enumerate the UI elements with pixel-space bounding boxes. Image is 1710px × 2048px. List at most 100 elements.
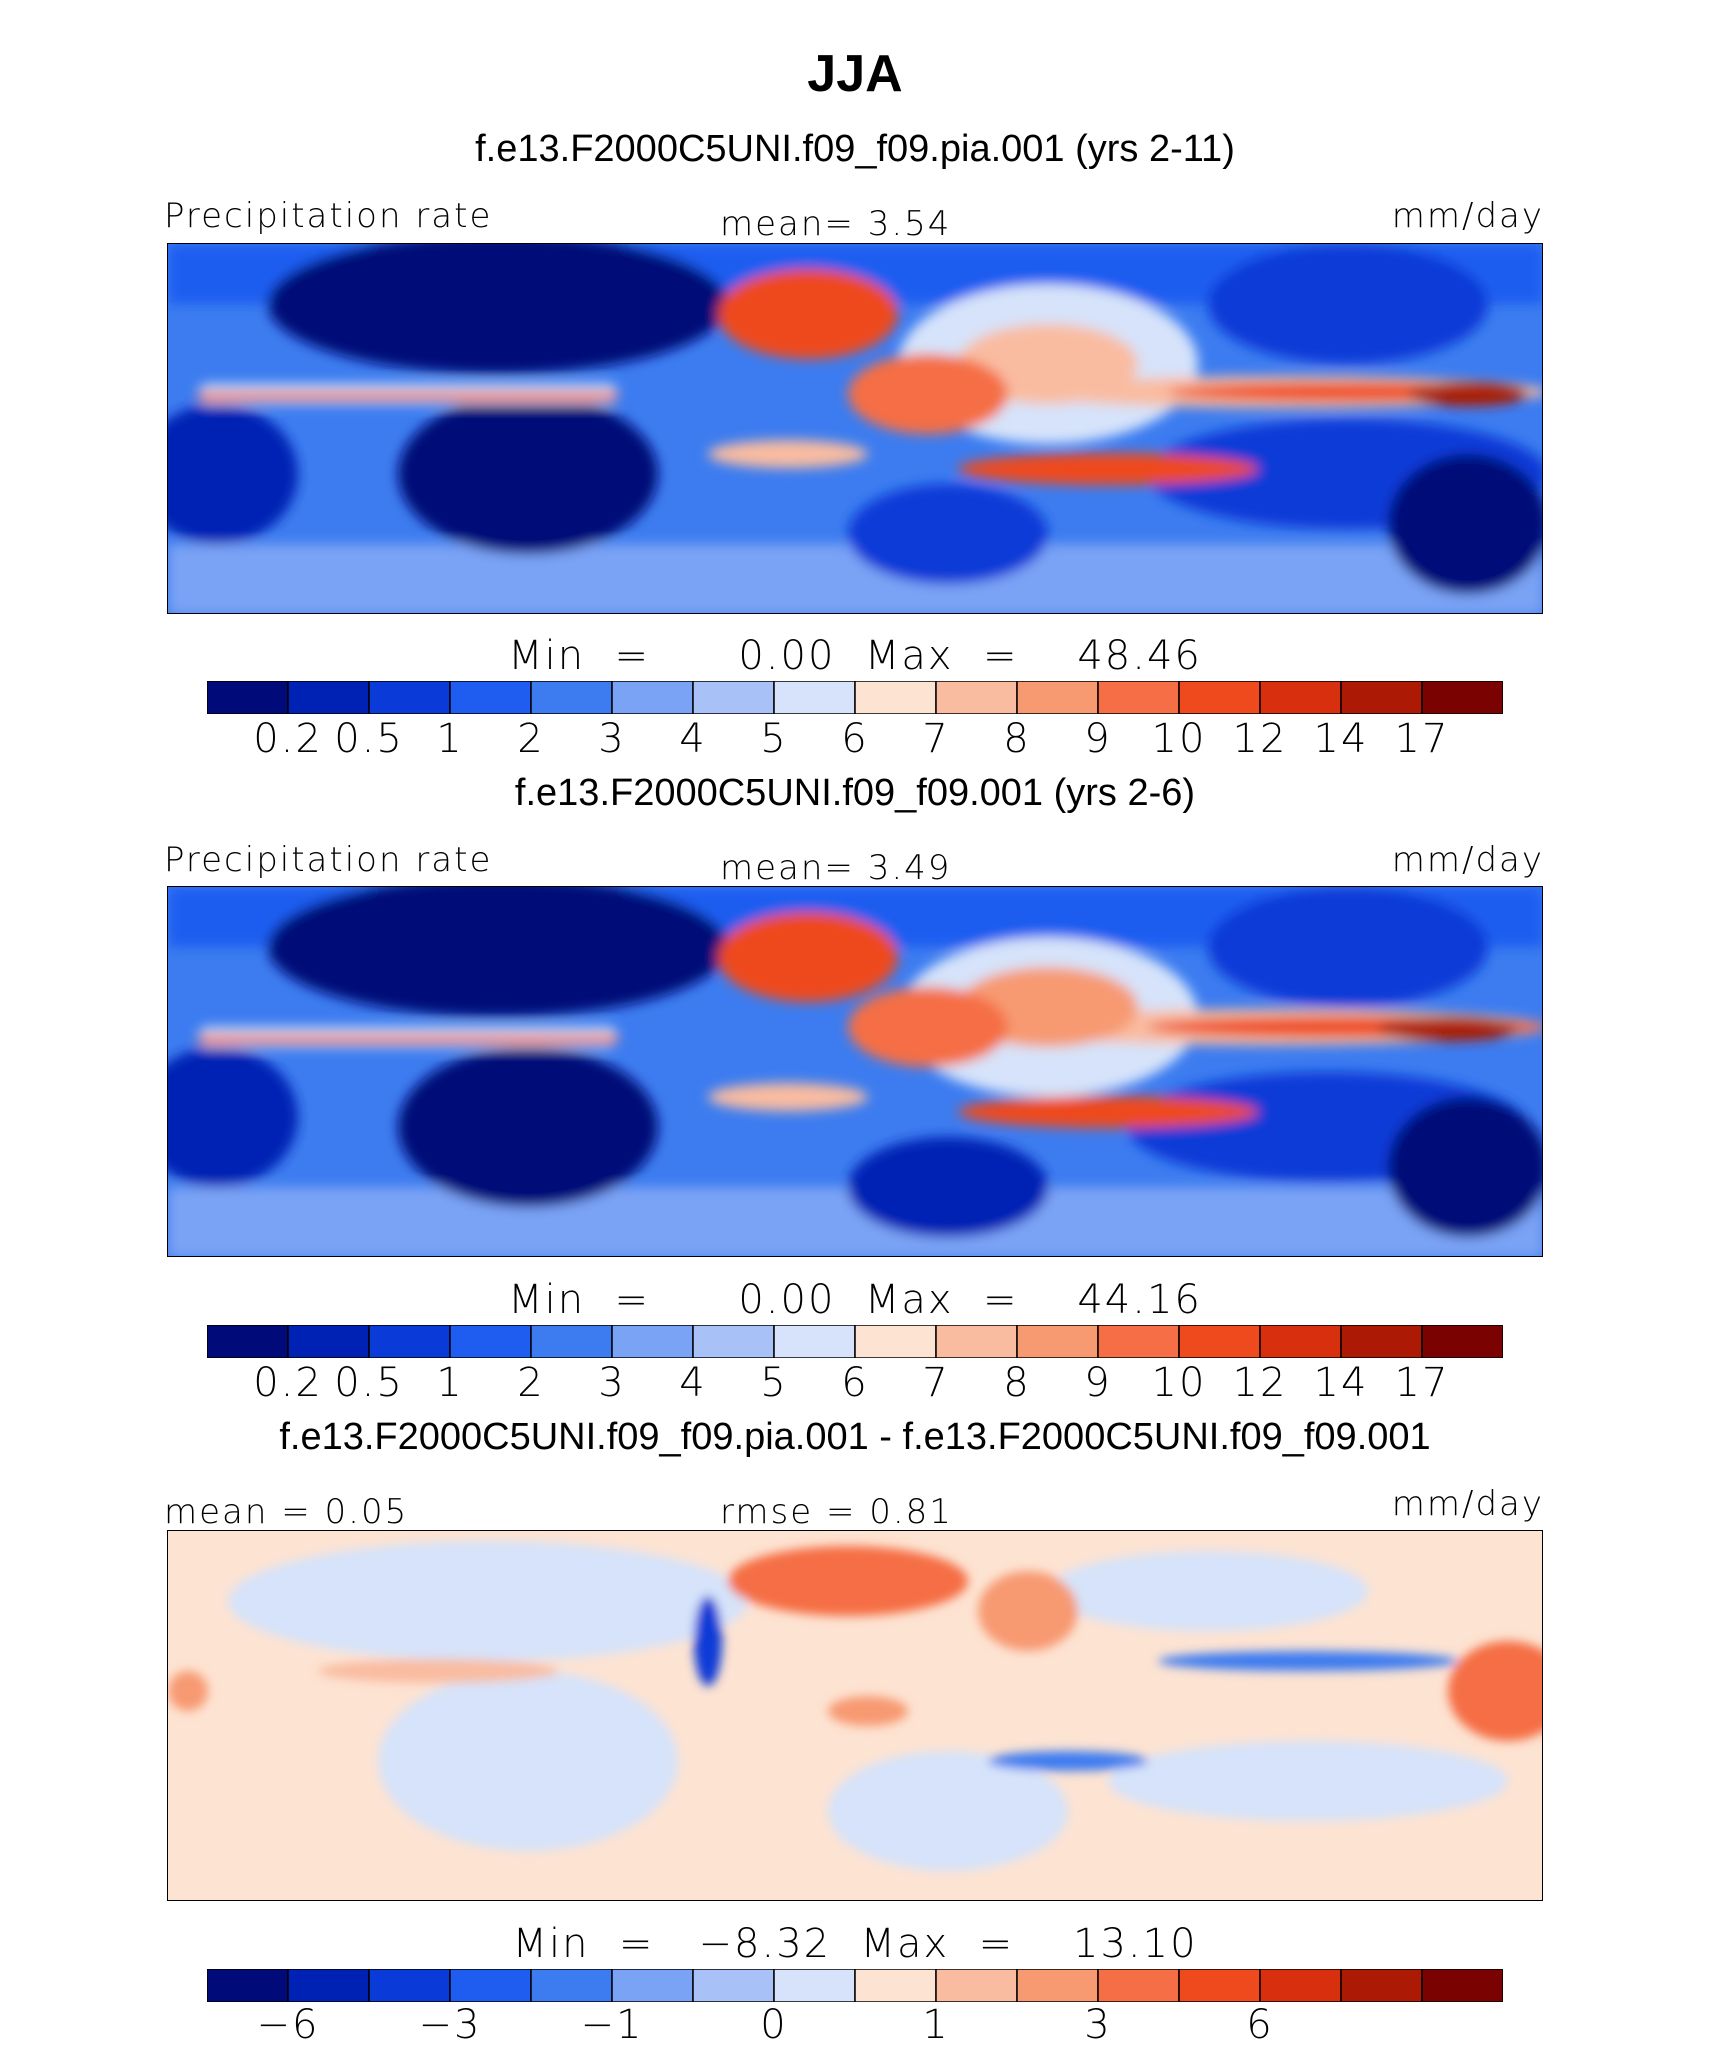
colorbar-box (692, 681, 775, 714)
panel-3-subtitle: f.e13.F2000C5UNI.f09_f09.pia.001 - f.e13… (279, 1416, 1431, 1458)
colorbar-box (368, 1325, 451, 1358)
panel-1-variable-label: Precipitation rate (164, 196, 493, 236)
colorbar-box (611, 1969, 694, 2002)
panel-3-colorbar-ticks: −6 −3 −1 0 1 3 6 (207, 2002, 1503, 2048)
colorbar-tick-label: 0.2 (253, 716, 323, 762)
colorbar-tick-label: 3 (1084, 2002, 1112, 2048)
colorbar-box (287, 681, 370, 714)
colorbar-tick-label: 10 (1151, 716, 1207, 762)
colorbar-tick-label: 1 (922, 2002, 950, 2048)
colorbar-tick-label: 5 (760, 716, 788, 762)
panel-1-units-label: mm/day (1391, 196, 1544, 236)
colorbar-tick-label: 7 (922, 716, 950, 762)
panel-1-minmax: Min = 0.00 Max = 48.46 (508, 633, 1202, 679)
colorbar-box (611, 681, 694, 714)
colorbar-tick-label: 6 (841, 716, 869, 762)
colorbar-box (692, 1325, 775, 1358)
colorbar-box (287, 1969, 370, 2002)
panel-3-rmse-label: rmse = 0.81 (720, 1492, 953, 1532)
colorbar-box (1340, 1969, 1423, 2002)
colorbar-box (1097, 1325, 1180, 1358)
season-title: JJA (807, 45, 903, 103)
colorbar-box (1259, 1325, 1342, 1358)
colorbar-box (368, 1969, 451, 2002)
colorbar-box (449, 681, 532, 714)
colorbar-box (1097, 1969, 1180, 2002)
colorbar-box (854, 1325, 937, 1358)
colorbar-box (207, 1325, 289, 1358)
colorbar-tick-label: 1 (436, 716, 464, 762)
panel-3-minmax: Min = −8.32 Max = 13.10 (512, 1921, 1198, 1967)
colorbar-box (1340, 1325, 1423, 1358)
panel-2-subtitle: f.e13.F2000C5UNI.f09_f09.001 (yrs 2-6) (514, 772, 1196, 814)
colorbar-box (1340, 681, 1423, 714)
colorbar-box (1016, 1325, 1099, 1358)
colorbar-tick-label: 14 (1313, 1360, 1369, 1406)
panel-2-colorbar (207, 1325, 1503, 1358)
panel-1-mean-label: mean= 3.54 (720, 204, 952, 244)
panel-1-colorbar (207, 681, 1503, 714)
colorbar-tick-label: −1 (580, 2002, 644, 2048)
colorbar-tick-label: 17 (1394, 716, 1450, 762)
colorbar-tick-label: 4 (679, 716, 707, 762)
colorbar-box (935, 1325, 1018, 1358)
panel-2-mean-label: mean= 3.49 (720, 848, 952, 888)
colorbar-tick-label: 6 (841, 1360, 869, 1406)
panel-1-colorbar-ticks: 0.2 0.5 1 2 3 4 5 6 7 8 9 10 12 14 17 (207, 716, 1503, 762)
colorbar-tick-label: 9 (1084, 716, 1112, 762)
colorbar-box (1421, 1325, 1503, 1358)
colorbar-tick-label: 4 (679, 1360, 707, 1406)
colorbar-tick-label: 8 (1003, 1360, 1031, 1406)
colorbar-box (773, 1325, 856, 1358)
colorbar-tick-label: 3 (598, 1360, 626, 1406)
colorbar-box (1421, 1969, 1503, 2002)
colorbar-box (449, 1325, 532, 1358)
colorbar-box (530, 1325, 613, 1358)
colorbar-tick-label: 0.5 (334, 1360, 404, 1406)
colorbar-box (611, 1325, 694, 1358)
colorbar-box (1421, 681, 1503, 714)
panel-1-precip-field (168, 244, 1542, 613)
colorbar-tick-label: 2 (517, 716, 545, 762)
colorbar-tick-label: 9 (1084, 1360, 1112, 1406)
colorbar-box (692, 1969, 775, 2002)
panel-3-mean-label: mean = 0.05 (164, 1492, 409, 1532)
panel-2-colorbar-ticks: 0.2 0.5 1 2 3 4 5 6 7 8 9 10 12 14 17 (207, 1360, 1503, 1406)
panel-3-map (167, 1530, 1543, 1901)
colorbar-box (1178, 681, 1261, 714)
colorbar-tick-label: 0 (760, 2002, 788, 2048)
colorbar-tick-label: 14 (1313, 716, 1369, 762)
panel-3-units-label: mm/day (1391, 1484, 1544, 1524)
colorbar-box (368, 681, 451, 714)
panel-2-minmax: Min = 0.00 Max = 44.16 (508, 1277, 1202, 1323)
colorbar-tick-label: 17 (1394, 1360, 1450, 1406)
colorbar-tick-label: 0.2 (253, 1360, 323, 1406)
panel-1-map (167, 243, 1543, 614)
colorbar-box (1259, 681, 1342, 714)
colorbar-tick-label: 8 (1003, 716, 1031, 762)
colorbar-tick-label: 7 (922, 1360, 950, 1406)
colorbar-tick-label: 0.5 (334, 716, 404, 762)
panel-2-variable-label: Precipitation rate (164, 840, 493, 880)
panel-2-map (167, 886, 1543, 1257)
panel-3-difference-field (168, 1531, 1542, 1900)
colorbar-tick-label: 12 (1232, 716, 1288, 762)
panel-2-units-label: mm/day (1391, 840, 1544, 880)
colorbar-box (1016, 681, 1099, 714)
panel-2-precip-field (168, 887, 1542, 1256)
colorbar-box (854, 1969, 937, 2002)
colorbar-box (1097, 681, 1180, 714)
colorbar-box (773, 681, 856, 714)
colorbar-box (1178, 1969, 1261, 2002)
colorbar-tick-label: 10 (1151, 1360, 1207, 1406)
colorbar-tick-label: −6 (256, 2002, 320, 2048)
colorbar-tick-label: −3 (418, 2002, 482, 2048)
colorbar-box (207, 681, 289, 714)
colorbar-box (207, 1969, 289, 2002)
colorbar-box (854, 681, 937, 714)
colorbar-box (287, 1325, 370, 1358)
panel-1-subtitle: f.e13.F2000C5UNI.f09_f09.pia.001 (yrs 2-… (475, 128, 1235, 170)
colorbar-box (1259, 1969, 1342, 2002)
colorbar-box (449, 1969, 532, 2002)
colorbar-box (530, 1969, 613, 2002)
